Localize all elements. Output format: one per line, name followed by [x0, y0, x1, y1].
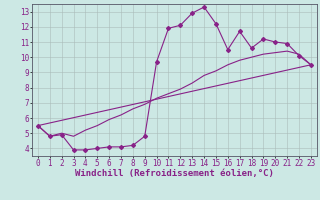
X-axis label: Windchill (Refroidissement éolien,°C): Windchill (Refroidissement éolien,°C) [75, 169, 274, 178]
